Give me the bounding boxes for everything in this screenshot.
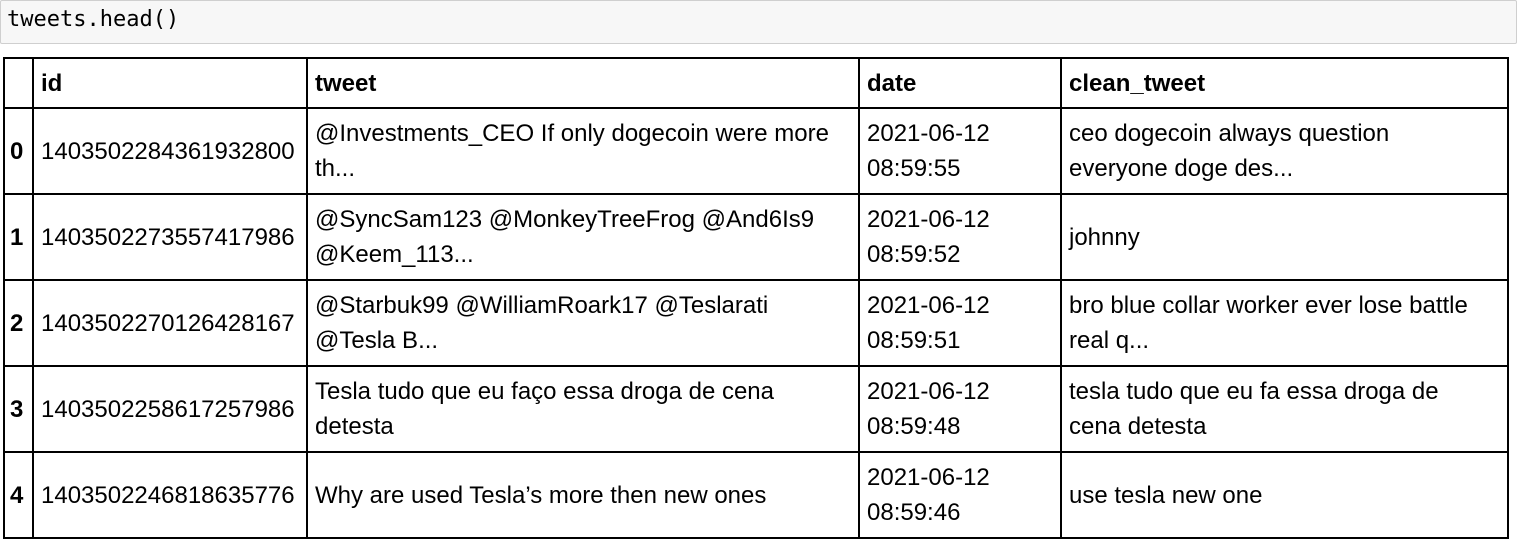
cell-clean-tweet: johnny (1060, 193, 1509, 281)
cell-id: 1403502246818635776 (32, 451, 308, 539)
row-index: 2 (3, 279, 34, 367)
cell-line: 08:59:46 (867, 499, 961, 526)
code-input-cell[interactable]: tweets.head() (0, 0, 1517, 44)
cell-date: 2021-06-12 08:59:55 (858, 107, 1062, 195)
cell-line: 2021-06-12 (867, 464, 990, 491)
cell-line: 08:59:52 (867, 241, 961, 268)
cell-line: use tesla new one (1069, 481, 1263, 509)
cell-id: 1403502258617257986 (32, 365, 308, 453)
cell-line: real q... (1069, 327, 1150, 354)
cell-line: 08:59:55 (867, 155, 961, 182)
cell-tweet: @Starbuk99 @WilliamRoark17 @Teslarati @Te… (306, 279, 860, 367)
cell-clean-tweet: use tesla new one (1060, 451, 1509, 539)
cell-line: @Investments_CEO If only dogecoin were m… (315, 120, 829, 147)
cell-line: bro blue collar worker ever lose battle (1069, 292, 1468, 319)
cell-line: cena detesta (1069, 413, 1207, 440)
cell-id: 1403502284361932800 (32, 107, 308, 195)
table-row: 2 1403502270126428167 @Starbuk99 @Willia… (3, 279, 1509, 367)
cell-date: 2021-06-12 08:59:46 (858, 451, 1062, 539)
cell-tweet: Why are used Tesla’s more then new ones (306, 451, 860, 539)
row-index: 3 (3, 365, 34, 453)
row-index: 1 (3, 193, 34, 281)
cell-tweet: @SyncSam123 @MonkeyTreeFrog @And6Is9 @Kee… (306, 193, 860, 281)
cell-clean-tweet: bro blue collar worker ever lose battle r… (1060, 279, 1509, 367)
cell-line: @Starbuk99 @WilliamRoark17 @Teslarati (315, 292, 769, 319)
header-id: id (32, 57, 308, 109)
cell-id: 1403502270126428167 (32, 279, 308, 367)
cell-line: @Keem_113... (315, 241, 474, 268)
cell-id: 1403502273557417986 (32, 193, 308, 281)
cell-tweet: Tesla tudo que eu faço essa droga de cen… (306, 365, 860, 453)
cell-line: 2021-06-12 (867, 120, 990, 147)
header-index (3, 57, 34, 109)
header-clean-tweet: clean_tweet (1060, 57, 1509, 109)
cell-line: @SyncSam123 @MonkeyTreeFrog @And6Is9 (315, 206, 815, 233)
header-row: id tweet date clean_tweet (3, 57, 1509, 109)
cell-date: 2021-06-12 08:59:52 (858, 193, 1062, 281)
cell-line: everyone doge des... (1069, 155, 1294, 182)
header-tweet: tweet (306, 57, 860, 109)
row-index: 0 (3, 107, 34, 195)
cell-line: detesta (315, 413, 394, 440)
cell-tweet: @Investments_CEO If only dogecoin were m… (306, 107, 860, 195)
cell-line: 2021-06-12 (867, 206, 990, 233)
cell-line: 2021-06-12 (867, 292, 990, 319)
cell-line: tesla tudo que eu fa essa droga de (1069, 378, 1439, 405)
table-row: 1 1403502273557417986 @SyncSam123 @Monke… (3, 193, 1509, 281)
cell-line: ceo dogecoin always question (1069, 120, 1390, 147)
cell-clean-tweet: tesla tudo que eu fa essa droga de cena d… (1060, 365, 1509, 453)
cell-line: 08:59:48 (867, 413, 961, 440)
cell-line: Tesla tudo que eu faço essa droga de cen… (315, 378, 774, 405)
cell-date: 2021-06-12 08:59:48 (858, 365, 1062, 453)
cell-line: th... (315, 155, 356, 182)
header-date: date (858, 57, 1062, 109)
table-row: 4 1403502246818635776 Why are used Tesla… (3, 451, 1509, 539)
cell-line: 08:59:51 (867, 327, 961, 354)
code-text[interactable]: tweets.head() (7, 7, 180, 32)
cell-line: @Tesla B... (315, 327, 439, 354)
cell-date: 2021-06-12 08:59:51 (858, 279, 1062, 367)
cell-line: johnny (1069, 223, 1140, 251)
table-row: 3 1403502258617257986 Tesla tudo que eu … (3, 365, 1509, 453)
cell-line: Why are used Tesla’s more then new ones (315, 481, 767, 509)
table-row: 0 1403502284361932800 @Investments_CEO I… (3, 107, 1509, 195)
row-index: 4 (3, 451, 34, 539)
cell-line: 2021-06-12 (867, 378, 990, 405)
dataframe-table: id tweet date clean_tweet 0 140350228436… (3, 57, 1509, 539)
cell-clean-tweet: ceo dogecoin always question everyone dog… (1060, 107, 1509, 195)
